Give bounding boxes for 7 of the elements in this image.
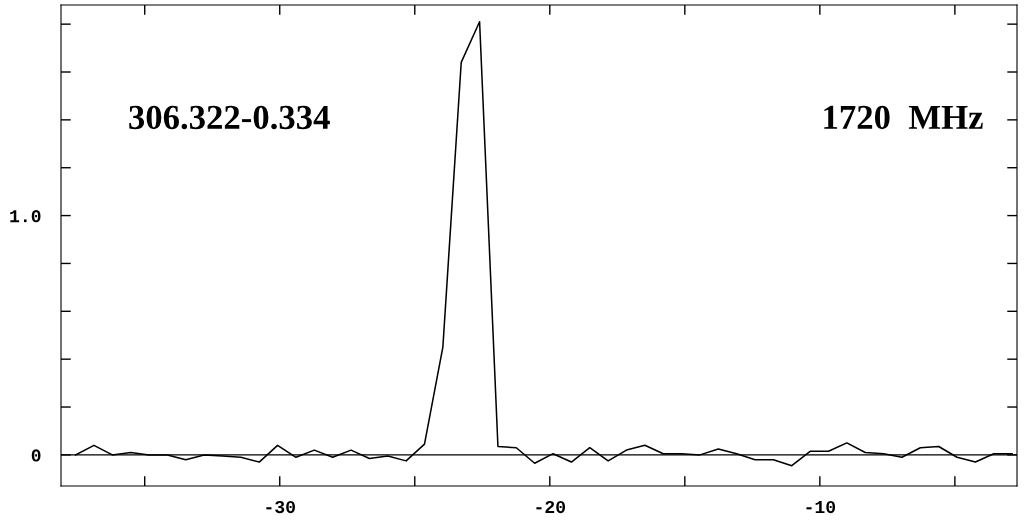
x-tick-label: -20 bbox=[536, 500, 566, 514]
annotation: 306.322-0.334 bbox=[129, 105, 330, 130]
annotation: 1720 MHz bbox=[824, 105, 983, 130]
x-tick-label: -30 bbox=[266, 500, 295, 514]
x-tick-label: -10 bbox=[806, 500, 836, 514]
y-tick-label: 0 bbox=[31, 449, 41, 462]
y-tick-label: 1.0 bbox=[10, 210, 41, 223]
